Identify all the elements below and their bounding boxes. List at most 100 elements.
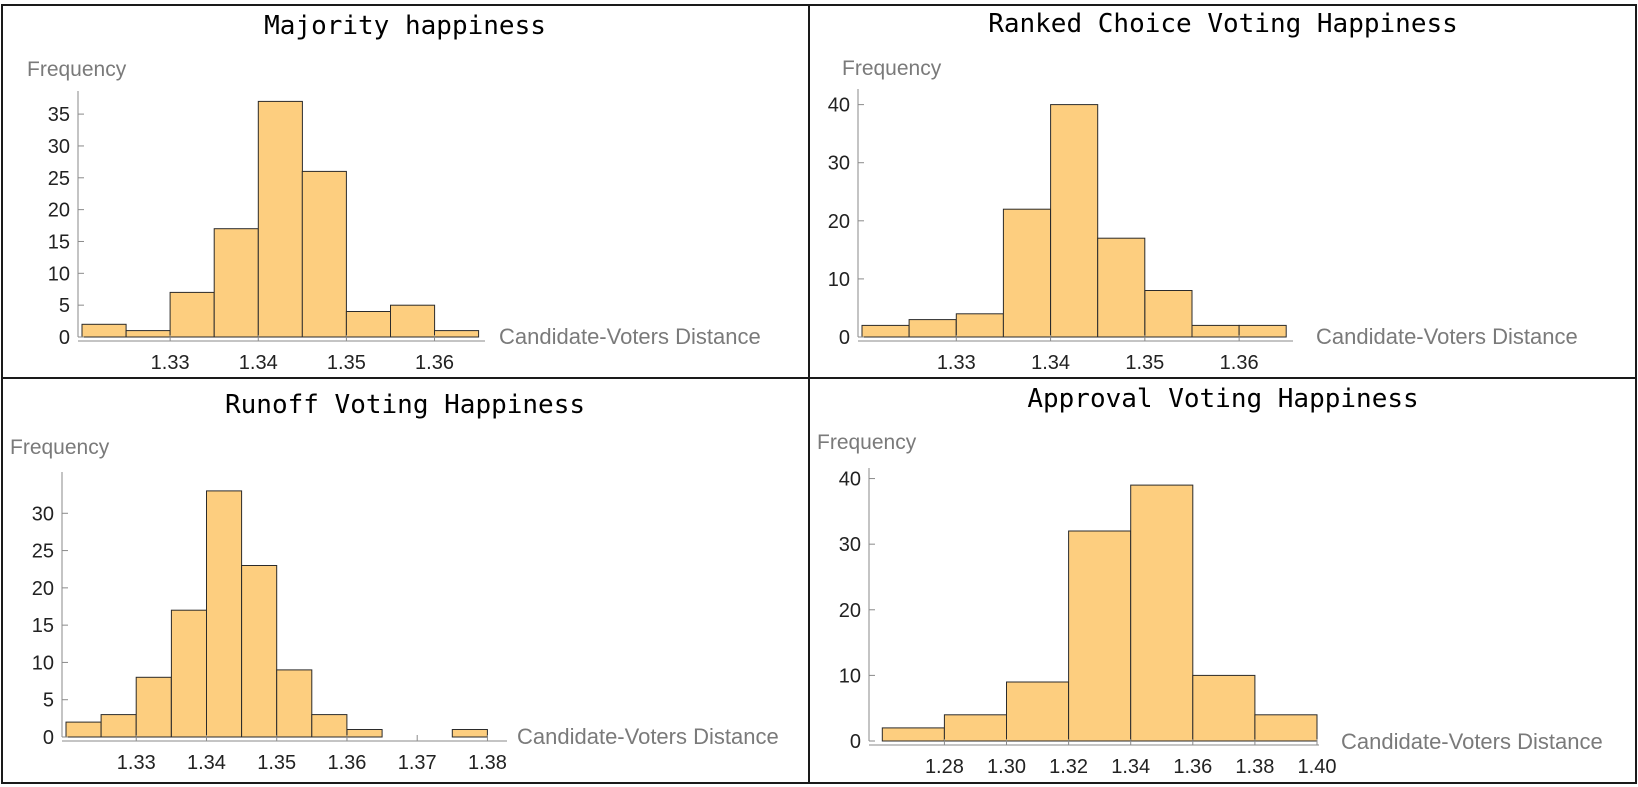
x-tick-label-runoff: 1.36	[327, 752, 366, 774]
histogram-bar-majority	[81, 323, 127, 338]
x-axis-label-runoff: Candidate-Voters Distance	[517, 724, 779, 749]
y-tick-label-ranked-choice: 40	[828, 95, 850, 117]
y-tick-label-majority: 10	[48, 263, 70, 285]
histogram-bar-approval	[943, 714, 1008, 742]
x-tick-label-majority: 1.36	[415, 352, 454, 374]
x-tick-label-approval: 1.34	[1111, 756, 1150, 778]
histogram-bar-majority	[169, 291, 215, 338]
histogram-bar-runoff	[346, 729, 383, 738]
y-tick-label-majority: 0	[59, 327, 70, 349]
histogram-bar-approval	[1254, 714, 1318, 742]
y-tick-label-approval: 0	[850, 731, 861, 753]
histogram-bar-ranked-choice	[1002, 208, 1052, 338]
histogram-bar-approval	[1006, 681, 1070, 742]
panel-title-approval: Approval Voting Happiness	[1027, 384, 1418, 414]
histogram-bar-ranked-choice	[1097, 237, 1146, 338]
y-tick-label-runoff: 0	[43, 727, 54, 749]
histogram-bar-approval	[881, 727, 945, 742]
panel-frame-approval	[808, 377, 1637, 784]
plot-area-majority: 0 5 10 15 20 25 30 35 1.33 1.34 1.35 1.36	[48, 91, 485, 374]
y-tick-label-majority: 5	[59, 295, 70, 317]
y-tick-label-runoff: 30	[32, 503, 54, 525]
histogram-bar-majority	[125, 330, 171, 338]
y-tick-label-runoff: 10	[32, 652, 54, 674]
y-tick-label-approval: 30	[839, 534, 861, 556]
y-tick-label-majority: 20	[48, 200, 70, 222]
y-axis-label-runoff: Frequency	[10, 436, 110, 459]
histogram-bar-majority	[345, 311, 391, 338]
x-tick-label-majority: 1.35	[327, 352, 366, 374]
histogram-bar-runoff	[206, 490, 243, 738]
histogram-bar-runoff	[65, 721, 102, 738]
x-tick-label-approval: 1.38	[1235, 756, 1274, 778]
x-tick-label-runoff: 1.38	[468, 752, 507, 774]
x-tick-label-runoff: 1.34	[187, 752, 226, 774]
x-tick-label-majority: 1.34	[239, 352, 278, 374]
y-tick-label-majority: 25	[48, 168, 70, 190]
plot-area-approval: 0 10 20 30 40 1.28 1.30 1.32 1.34 1.36 1.38 1.40	[839, 468, 1337, 778]
x-tick-label-approval: 1.36	[1173, 756, 1212, 778]
y-tick-label-approval: 20	[839, 600, 861, 622]
x-tick-label-runoff: 1.35	[257, 752, 296, 774]
y-axis-label-ranked-choice: Frequency	[842, 57, 942, 80]
histogram-bar-runoff	[170, 609, 207, 738]
y-tick-label-runoff: 5	[43, 690, 54, 712]
histogram-bar-approval	[1068, 530, 1132, 742]
x-tick-label-approval: 1.28	[925, 756, 964, 778]
plot-area-ranked-choice: 0 10 20 30 40 1.33 1.34 1.35 1.36	[828, 89, 1293, 374]
y-tick-label-approval: 10	[839, 665, 861, 687]
x-tick-label-runoff: 1.33	[117, 752, 156, 774]
histogram-bar-runoff	[135, 676, 172, 738]
histogram-bar-runoff	[276, 669, 313, 738]
x-tick-label-ranked-choice: 1.33	[937, 352, 976, 374]
y-axis-label-majority: Frequency	[27, 58, 127, 81]
x-tick-label-majority: 1.33	[151, 352, 190, 374]
x-tick-label-ranked-choice: 1.36	[1220, 352, 1259, 374]
y-tick-label-ranked-choice: 0	[839, 327, 850, 349]
y-tick-label-runoff: 25	[32, 541, 54, 563]
plot-area-runoff: 0 5 10 15 20 25 30 1.33 1.34 1.35 1.36 1.37 1.38	[32, 472, 507, 774]
y-tick-label-ranked-choice: 10	[828, 269, 850, 291]
histogram-bar-runoff	[311, 714, 348, 738]
x-tick-label-approval: 1.32	[1049, 756, 1088, 778]
x-axis-label-majority: Candidate-Voters Distance	[499, 324, 761, 349]
y-axis-label-approval: Frequency	[817, 431, 917, 454]
histogram-bar-majority	[213, 228, 259, 338]
histogram-bar-runoff	[451, 729, 488, 738]
y-tick-label-majority: 35	[48, 104, 70, 126]
y-tick-label-runoff: 15	[32, 615, 54, 637]
x-axis-label-ranked-choice: Candidate-Voters Distance	[1316, 324, 1578, 349]
panel-title-ranked-choice: Ranked Choice Voting Happiness	[988, 9, 1458, 39]
histogram-bar-majority	[301, 170, 347, 338]
histogram-bar-majority	[257, 100, 303, 338]
histogram-bar-ranked-choice	[908, 319, 957, 338]
y-tick-label-majority: 15	[48, 231, 70, 253]
histogram-bar-ranked-choice	[1050, 104, 1099, 338]
x-tick-label-runoff: 1.37	[398, 752, 437, 774]
histogram-bar-ranked-choice	[955, 313, 1004, 338]
histogram-bar-approval	[1130, 484, 1194, 742]
histogram-bar-ranked-choice	[1238, 324, 1287, 338]
x-tick-label-approval: 1.40	[1298, 756, 1337, 778]
y-tick-label-majority: 30	[48, 136, 70, 158]
histogram-bar-majority	[434, 330, 480, 338]
histogram-bar-majority	[390, 304, 436, 338]
panel-title-runoff: Runoff Voting Happiness	[225, 390, 585, 420]
y-tick-label-ranked-choice: 20	[828, 211, 850, 233]
x-tick-label-ranked-choice: 1.35	[1125, 352, 1164, 374]
histogram-bar-runoff	[100, 714, 137, 738]
y-tick-label-ranked-choice: 30	[828, 153, 850, 175]
x-axis-label-approval: Candidate-Voters Distance	[1341, 729, 1603, 754]
histogram-bar-ranked-choice	[1144, 290, 1193, 338]
panel-title-majority: Majority happiness	[264, 11, 546, 41]
y-tick-label-approval: 40	[839, 469, 861, 491]
histogram-bar-ranked-choice	[861, 324, 910, 338]
histogram-bar-approval	[1192, 674, 1256, 742]
x-tick-label-approval: 1.30	[987, 756, 1026, 778]
x-tick-label-ranked-choice: 1.34	[1031, 352, 1070, 374]
y-tick-label-runoff: 20	[32, 578, 54, 600]
histogram-bar-ranked-choice	[1191, 324, 1240, 338]
histogram-bar-runoff	[241, 565, 278, 738]
